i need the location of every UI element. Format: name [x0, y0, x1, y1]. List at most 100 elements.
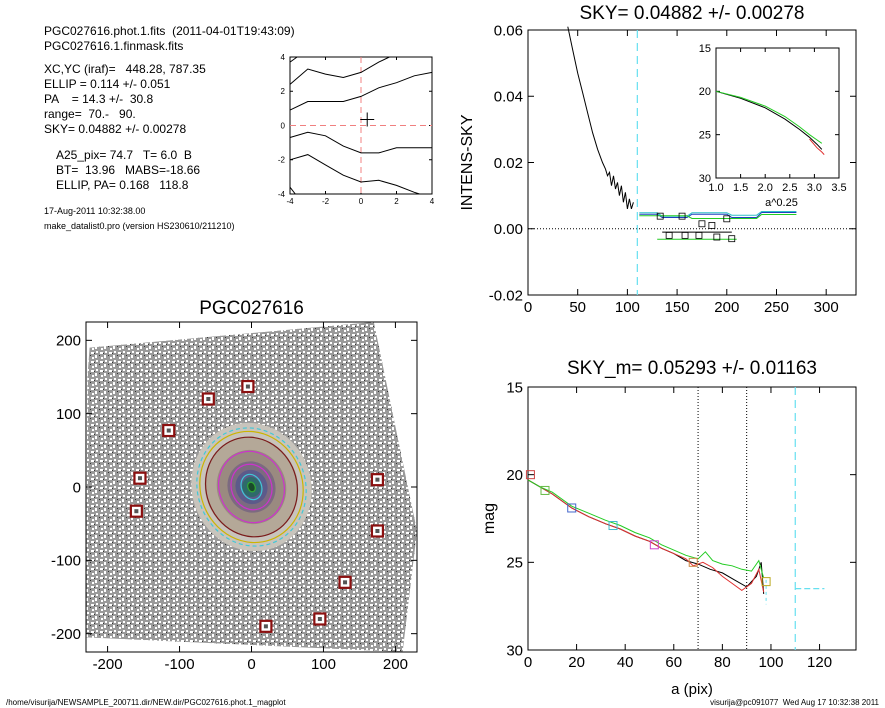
contour-line — [289, 186, 296, 195]
x-tick-label: 200 — [383, 656, 408, 673]
y-tick-label: 0.04 — [494, 89, 523, 106]
x-tick-label: 4 — [430, 197, 435, 206]
sky-marker — [665, 231, 673, 239]
param-range: range= 70.- 90. — [44, 107, 136, 121]
contour-line — [289, 71, 433, 111]
x-tick-label: 100 — [615, 299, 640, 316]
x-tick-label: 80 — [714, 654, 731, 671]
x-tick-label: 0 — [359, 197, 364, 206]
mask-box-core — [375, 477, 380, 482]
inset-series-line — [715, 90, 823, 144]
y-tick-label: 100 — [56, 406, 81, 423]
x-tick-label: 1.5 — [733, 182, 748, 194]
footer-path: /home/visurija/NEWSAMPLE_200711.dir/NEW.… — [6, 698, 286, 707]
x-tick-label: 0 — [247, 656, 255, 673]
mag-title: SKY_m= 0.05293 +/- 0.01163 — [567, 358, 817, 379]
x-tick-label: 2.5 — [782, 182, 797, 194]
contour-plot: -4 -2 0 2 4 -4 -2 0 2 4 — [278, 53, 435, 206]
isophote-ellipse — [196, 427, 307, 547]
x-tick-label: -4 — [286, 197, 294, 206]
sky-marker — [723, 215, 731, 223]
x-tick-label: -200 — [93, 656, 123, 673]
y-tick-label: 0.00 — [494, 221, 523, 238]
y-tick-label: 30 — [506, 642, 523, 659]
x-tick-label: 50 — [569, 299, 586, 316]
x-tick-label: 120 — [807, 654, 832, 671]
file-title: PGC027616.phot.1.fits (2011-04-01T19:43:… — [44, 24, 295, 38]
x-tick-label: 100 — [758, 654, 783, 671]
sky-marker — [708, 222, 716, 229]
y-tick-label: 30 — [699, 173, 711, 185]
galaxy-glow — [247, 482, 256, 492]
mag-marker — [540, 485, 550, 495]
contour-line — [289, 154, 420, 195]
mag-marker — [688, 557, 698, 567]
x-tick-label: 2 — [394, 197, 399, 206]
derived-ellip-pa: ELLIP, PA= 0.168 118.8 — [56, 178, 189, 192]
inset-series-line — [809, 138, 825, 155]
sky-marker — [695, 231, 703, 239]
magnitude-profile-plot: 0 20 40 60 80 100 120 15 20 25 30 SKY_m= 0.05293 +/… — [481, 358, 857, 698]
galaxy-image — [86, 322, 417, 652]
y-tick-label: 0 — [281, 121, 286, 130]
sky-marker — [713, 233, 721, 241]
x-tick-label: 3.0 — [807, 182, 822, 194]
mag-series-line — [527, 479, 765, 593]
inset-series-line — [715, 90, 823, 150]
footer-user: visurija@pc091077 Wed Aug 17 10:32:38 20… — [710, 698, 879, 707]
inset-xlabel: a^0.25 — [765, 197, 798, 209]
x-tick-label: 40 — [617, 654, 634, 671]
derived-bt: BT= 13.96 MABS=-18.66 — [56, 163, 201, 177]
x-tick-label: 20 — [568, 654, 585, 671]
derived-a25: A25_pix= 74.7 T= 6.0 B — [56, 148, 192, 162]
plot-frame — [715, 47, 840, 179]
mag-marker — [761, 577, 771, 587]
mask-box-core — [263, 624, 268, 629]
param-sky: SKY= 0.04882 +/- 0.00278 — [44, 122, 187, 136]
x-tick-label: 150 — [665, 299, 690, 316]
mask-box-core — [245, 384, 250, 389]
x-tick-label: 0 — [524, 299, 532, 316]
sky-profile-plot: 0 50 100 150 200 250 300 0.06 0.04 0.02 0.00 -0.02 S… — [459, 3, 857, 316]
mask-box-core — [375, 529, 380, 533]
program-version: make_datalist0.pro (version HS230610/211… — [44, 221, 235, 231]
image-title: PGC027616 — [199, 298, 304, 319]
sky-title: SKY= 0.04882 +/- 0.00278 — [579, 3, 804, 24]
x-tick-label: 200 — [714, 299, 739, 316]
mag-marker — [525, 470, 535, 480]
y-tick-label: 2 — [281, 87, 286, 96]
y-tick-label: 15 — [699, 43, 711, 55]
isophote-ellipse — [204, 436, 299, 538]
y-tick-label: 20 — [699, 86, 711, 98]
sky-series-line — [567, 26, 634, 210]
sky-series-line — [639, 211, 797, 217]
isophote-ellipse — [240, 473, 263, 501]
mag-marker — [608, 521, 618, 531]
y-tick-label: -4 — [278, 190, 286, 199]
mag-series-line — [527, 479, 765, 579]
y-tick-label: -200 — [51, 626, 81, 643]
mask-box-core — [166, 428, 171, 433]
sky-ylabel: INTENS-SKY — [459, 114, 476, 210]
x-tick-label: 1.0 — [708, 182, 723, 194]
y-tick-label: 25 — [506, 555, 523, 572]
x-tick-label: 300 — [814, 299, 839, 316]
y-tick-label: -0.02 — [489, 287, 523, 304]
contour-line — [289, 131, 432, 154]
param-ellip: ELLIP = 0.114 +/- 0.051 — [44, 77, 171, 91]
mag-marker — [567, 503, 577, 513]
mag-ylabel: mag — [481, 503, 498, 534]
x-tick-label: 2.0 — [758, 182, 773, 194]
isophote-ellipse — [218, 450, 285, 524]
y-tick-label: 4 — [281, 53, 286, 62]
y-tick-label: 25 — [699, 130, 711, 142]
y-tick-label: 20 — [506, 467, 523, 484]
run-date: 17-Aug-2011 10:32:38.00 — [44, 206, 146, 216]
y-tick-label: 0.02 — [494, 155, 523, 172]
x-tick-label: 250 — [764, 299, 789, 316]
sky-marker — [656, 212, 664, 220]
y-tick-label: 0 — [73, 479, 81, 496]
mag-marker — [649, 540, 659, 550]
